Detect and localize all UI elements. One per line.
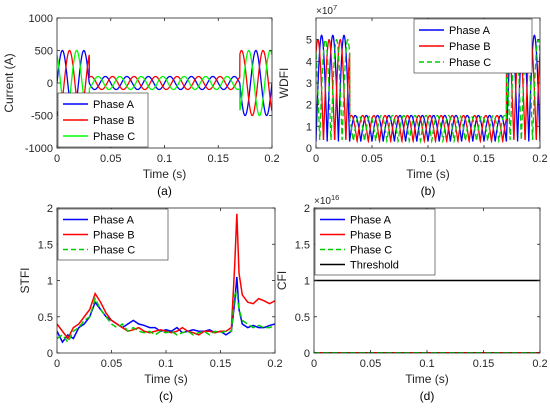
y-tick-label: 0	[306, 143, 312, 155]
x-axis-label: Time (s)	[144, 372, 188, 386]
y-tick-label: 0	[47, 348, 53, 360]
chart-d: 0 0.05 0.1 0.15 0.2 0 0.5 1 1.5 2 Time (s) CFI (d) ×1…	[275, 193, 548, 403]
x-axis-label: Time (s)	[143, 167, 187, 181]
legend-entry: Phase C	[350, 245, 392, 257]
y-tick-label: 4	[306, 56, 312, 68]
series-line-phase-c	[57, 289, 275, 344]
x-tick-label: 0.2	[532, 153, 547, 165]
legend-box	[57, 92, 149, 148]
x-axis-label: Time (s)	[406, 167, 450, 181]
x-tick-label: 0.2	[532, 358, 547, 370]
x-tick-label: 0.15	[208, 153, 229, 165]
y-tick-label: 500	[35, 46, 53, 58]
y-tick-label: 1	[304, 276, 310, 288]
legend-entry: Phase A	[449, 25, 491, 37]
y-tick-label: 0	[47, 78, 53, 90]
y-tick-label: 1.5	[295, 239, 310, 251]
x-tick-label: 0.05	[361, 153, 382, 165]
y-axis-label: Current (A)	[2, 53, 16, 112]
legend-entry: Phase A	[350, 215, 392, 227]
y-exponent-label: ×107	[316, 3, 337, 17]
panel-label: (b)	[421, 184, 436, 198]
legend-entry: Phase C	[93, 131, 135, 143]
y-tick-label: 0	[304, 348, 310, 360]
legend-entry: Threshold	[350, 260, 399, 272]
y-tick-label: 1000	[29, 13, 53, 25]
y-tick-label: 2	[306, 100, 312, 112]
legend-entry: Phase C	[449, 57, 491, 69]
legend: Phase A Phase B Phase C Threshold	[314, 208, 436, 276]
y-tick-label: 3	[306, 78, 312, 90]
legend-entry: Phase B	[93, 115, 135, 127]
y-tick-label: 2	[47, 203, 53, 215]
y-exponent-label: ×1016	[314, 193, 339, 207]
legend-entry: Phase A	[93, 99, 135, 111]
series-line-phase-c	[316, 38, 540, 144]
x-tick-label: 0	[313, 153, 319, 165]
legend: Phase A Phase B Phase C	[413, 18, 533, 74]
legend-entry: Phase B	[449, 41, 491, 53]
y-tick-label: -500	[31, 111, 53, 123]
x-tick-label: 0	[54, 153, 60, 165]
panel-label: (c)	[159, 389, 173, 403]
y-tick-label: 1	[47, 276, 53, 288]
y-axis-label: CFI	[275, 271, 289, 290]
x-tick-label: 0.1	[158, 358, 173, 370]
x-tick-label: 0.05	[100, 153, 121, 165]
y-tick-label: -1000	[25, 143, 53, 155]
y-tick-label: 0.5	[38, 312, 53, 324]
series-group	[57, 213, 275, 344]
legend: Phase A Phase B Phase C	[57, 92, 149, 148]
x-tick-label: 0.2	[264, 153, 279, 165]
series-line-phase-c	[57, 49, 272, 117]
x-tick-label: 0.2	[267, 358, 282, 370]
x-tick-label: 0.15	[210, 358, 231, 370]
y-tick-label: 0.5	[295, 312, 310, 324]
x-tick-label: 0.05	[360, 358, 381, 370]
panel-label: (d)	[420, 389, 435, 403]
x-tick-label: 0.1	[157, 153, 172, 165]
x-tick-label: 0.15	[473, 358, 494, 370]
y-tick-label: 1.5	[38, 239, 53, 251]
series-group	[57, 49, 272, 117]
x-tick-label: 0.15	[473, 153, 494, 165]
legend-entry: Phase B	[350, 230, 392, 242]
panel-label: (a)	[157, 184, 172, 198]
series-line-phase-a	[57, 49, 272, 117]
series-line-phase-b	[316, 38, 540, 144]
series-line-phase-b	[57, 49, 272, 117]
chart-a: 0 0.05 0.1 0.15 0.2 -1000 -500 0 500 1000 Time (s)…	[2, 13, 280, 198]
chart-c: 0 0.05 0.1 0.15 0.2 0 0.5 1 1.5 2 Time (s) STFI (c) P…	[18, 203, 283, 403]
legend-entry: Phase B	[93, 230, 135, 242]
y-axis-label: WDFI	[277, 68, 291, 99]
x-tick-label: 0.1	[420, 153, 435, 165]
x-tick-label: 0	[54, 358, 60, 370]
legend-entry: Phase C	[93, 245, 135, 257]
chart-b: 0 0.05 0.1 0.15 0.2 0 1 2 3 4 5 Time (s) WDFI (b) ×107…	[277, 3, 548, 198]
legend: Phase A Phase B Phase C	[57, 208, 169, 261]
x-tick-label: 0.1	[419, 358, 434, 370]
series-line-phase-a	[57, 276, 275, 344]
x-tick-label: 0	[311, 358, 317, 370]
series-group	[316, 34, 540, 144]
y-tick-label: 2	[304, 203, 310, 215]
x-tick-label: 0.05	[101, 358, 122, 370]
x-axis-label: Time (s)	[405, 372, 449, 386]
y-tick-label: 5	[306, 35, 312, 47]
legend-entry: Phase A	[93, 215, 135, 227]
y-axis-label: STFI	[18, 268, 32, 294]
series-line-phase-b	[57, 213, 275, 340]
y-tick-label: 1	[306, 121, 312, 133]
